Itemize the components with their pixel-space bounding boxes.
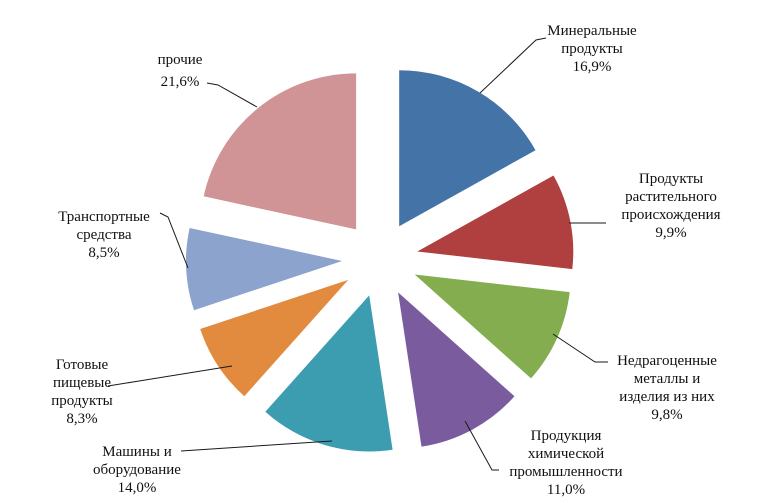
pie-slice-mineral-products xyxy=(399,70,536,227)
leader-line-machinery xyxy=(180,440,333,452)
slice-label-vegetable-products: Продукты растительного происхождения 9,9% xyxy=(621,171,720,241)
pie-slice-chemical-products xyxy=(398,292,515,447)
pie-slice-food-products xyxy=(200,279,349,397)
slice-label-other: прочие 21,6% xyxy=(158,52,203,90)
pie-slice-other xyxy=(203,73,357,230)
leader-line-chemical-products xyxy=(464,420,499,471)
leader-line-mineral-products xyxy=(479,37,547,94)
pie-slice-vegetable-products xyxy=(417,175,574,270)
leader-line-food-products xyxy=(107,365,233,387)
leader-line-other xyxy=(206,82,258,108)
slice-label-food-products: Готовые пищевые продукты 8,3% xyxy=(51,357,112,427)
slice-label-mineral-products: Минеральные продукты 16,9% xyxy=(547,23,637,75)
slice-label-base-metals: Недрагоценные металлы и изделия из них 9,8% xyxy=(617,353,717,423)
slice-label-machinery: Машины и оборудование 14,0% xyxy=(93,444,181,496)
pie-slice-base-metals xyxy=(414,274,570,379)
leader-line-base-metals xyxy=(552,333,608,363)
pie-slice-transport xyxy=(186,228,343,311)
slice-label-chemical-products: Продукция химической промышленности 11,0% xyxy=(509,428,622,498)
leader-line-transport xyxy=(159,212,189,269)
slice-label-transport: Транспортные средства 8,5% xyxy=(58,209,150,261)
pie-slice-machinery xyxy=(265,295,393,452)
